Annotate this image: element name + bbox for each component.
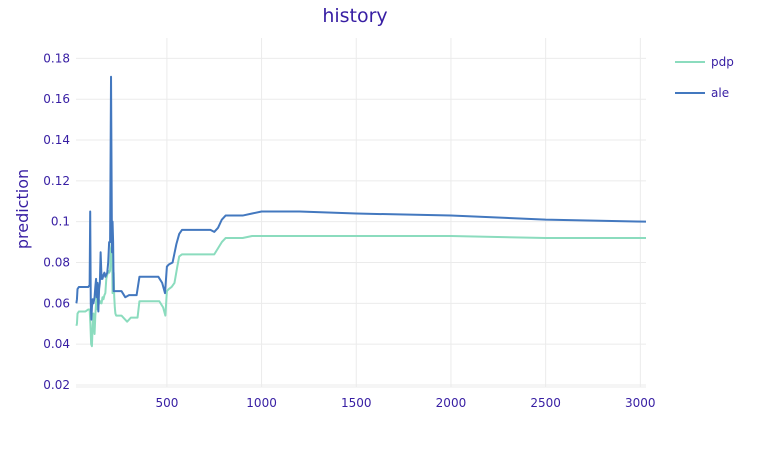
y-tick-label: 0.1 (51, 215, 70, 229)
series-line-ale (75, 75, 647, 321)
y-tick-label: 0.18 (43, 51, 70, 65)
y-tick-label: 0.04 (43, 337, 70, 351)
x-tick-label: 3000 (625, 396, 656, 410)
series-line-pdp (75, 234, 646, 348)
x-tick-label: 2500 (530, 396, 561, 410)
y-tick-label: 0.08 (43, 256, 70, 270)
y-tick-label: 0.02 (43, 378, 70, 392)
y-tick-label: 0.12 (43, 174, 70, 188)
legend-item-ale[interactable]: ale (675, 86, 729, 100)
y-axis-label: prediction (13, 169, 32, 249)
y-tick-label: 0.16 (43, 92, 70, 106)
series-layer (75, 75, 647, 348)
x-axis-ticks: 500 1000 1500 2000 2500 3000 (155, 396, 655, 410)
y-tick-label: 0.06 (43, 296, 70, 310)
y-tick-label: 0.14 (43, 133, 70, 147)
x-tick-label: 1500 (341, 396, 372, 410)
legend-item-pdp[interactable]: pdp (675, 55, 734, 69)
x-tick-label: 2000 (436, 396, 467, 410)
y-axis-ticks: 0.02 0.04 0.06 0.08 0.1 0.12 0.14 0.16 0.18 (43, 51, 70, 392)
x-tick-label: 500 (155, 396, 178, 410)
legend-label: pdp (711, 55, 734, 69)
grid-layer (76, 38, 646, 388)
x-tick-label: 1000 (246, 396, 277, 410)
chart-title: history (322, 5, 387, 27)
legend[interactable]: pdp ale (675, 55, 734, 100)
legend-label: ale (711, 86, 729, 100)
